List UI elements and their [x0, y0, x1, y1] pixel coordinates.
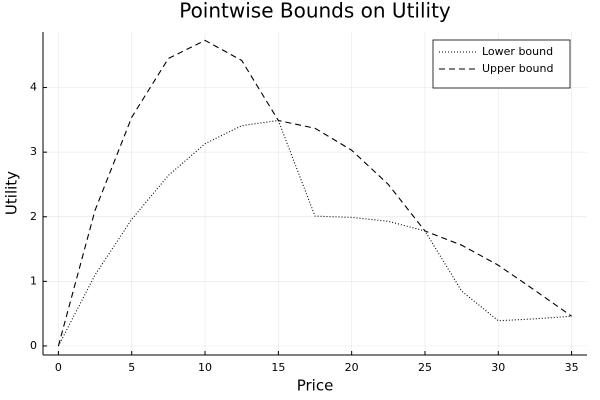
- y-tick-label: 2: [30, 210, 37, 223]
- x-tick-label: 10: [198, 361, 212, 374]
- x-tick-label: 0: [55, 361, 62, 374]
- x-tick-label: 20: [345, 361, 359, 374]
- y-tick-label: 0: [30, 339, 37, 352]
- line-series: [57, 119, 572, 347]
- x-tick-label: 35: [565, 361, 579, 374]
- x-tick-label: 5: [128, 361, 135, 374]
- y-axis-label: Utility: [3, 171, 21, 215]
- y-tick-label: 3: [30, 145, 37, 158]
- x-tick-label: 25: [418, 361, 432, 374]
- legend-box: [432, 39, 571, 89]
- y-tick-label: 4: [30, 81, 37, 94]
- x-tick-label: 30: [491, 361, 505, 374]
- legend-label: Upper bound: [482, 62, 553, 75]
- chart-title: Pointwise Bounds on Utility: [179, 0, 451, 23]
- x-axis-label: Price: [297, 377, 334, 395]
- legend-label: Lower bound: [482, 45, 553, 58]
- x-tick-label: 15: [271, 361, 285, 374]
- y-tick-label: 1: [30, 274, 37, 287]
- line-series: [57, 39, 572, 347]
